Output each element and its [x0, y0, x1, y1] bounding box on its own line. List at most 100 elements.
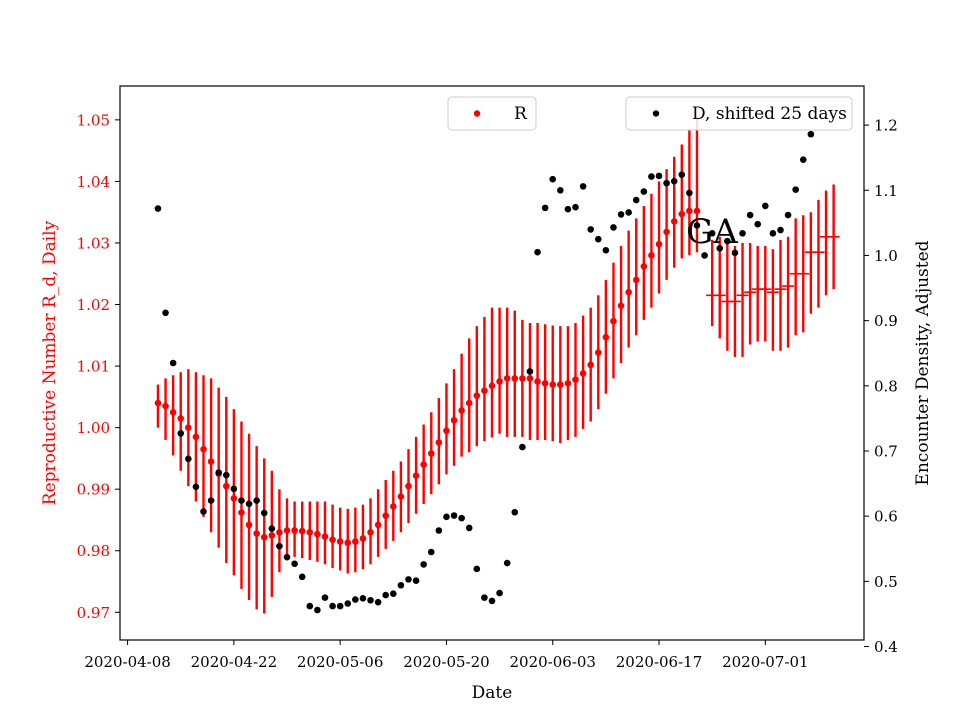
r-point — [579, 370, 587, 377]
r-point — [412, 472, 420, 479]
y-right-tick-label: 0.8 — [874, 377, 898, 395]
x-axis-label: Date — [472, 683, 513, 703]
d-point — [192, 483, 200, 491]
r-point — [283, 527, 291, 534]
y-right-tick-label: 0.4 — [874, 638, 898, 656]
d-point — [427, 548, 435, 556]
d-point — [412, 577, 420, 584]
r-point — [306, 528, 314, 536]
r-point — [496, 378, 503, 385]
r-point — [427, 450, 435, 457]
x-tick-label: 2020-04-22 — [191, 653, 277, 671]
d-point — [352, 596, 359, 603]
d-point — [481, 594, 488, 601]
d-point — [724, 237, 731, 245]
r-point — [405, 482, 412, 490]
d-point — [587, 226, 594, 233]
r-point — [587, 361, 594, 369]
r-point — [344, 539, 352, 547]
r-point — [291, 527, 298, 534]
d-point — [397, 581, 405, 589]
d-point — [450, 512, 458, 519]
d-point — [746, 211, 754, 219]
r-point — [648, 251, 655, 259]
chart-annotation: GA — [686, 212, 738, 252]
d-point — [678, 171, 686, 178]
r-point — [655, 240, 663, 248]
legend-r-label: R — [514, 104, 528, 124]
y-left-tick-label: 1.04 — [77, 173, 110, 191]
d-point — [526, 368, 534, 375]
r-point — [336, 538, 344, 545]
d-point — [435, 527, 443, 534]
d-point — [276, 542, 283, 550]
legend-r: R — [447, 96, 537, 131]
d-point — [298, 573, 306, 581]
r-point — [314, 530, 321, 538]
x-tick-label: 2020-05-20 — [403, 653, 489, 671]
d-point — [314, 606, 321, 614]
d-point — [367, 596, 374, 604]
y-left-tick-label: 0.98 — [77, 542, 110, 560]
y-right-tick-label: 0.7 — [874, 442, 898, 460]
d-point — [283, 553, 291, 561]
r-point — [625, 288, 632, 296]
r-point — [549, 381, 557, 388]
d-point — [162, 309, 169, 317]
legend-r-marker — [473, 110, 481, 117]
d-point — [739, 229, 746, 237]
d-point — [488, 597, 496, 605]
x-tick-label: 2020-05-06 — [297, 653, 383, 671]
y-right-tick-label: 1.0 — [874, 247, 898, 265]
d-point — [572, 203, 579, 211]
legend-d-marker — [652, 110, 660, 117]
d-point — [185, 455, 192, 463]
y-left-tick-label: 1.02 — [77, 296, 110, 314]
d-point — [253, 497, 260, 504]
d-point — [640, 188, 648, 195]
d-point — [799, 156, 807, 163]
d-point — [617, 211, 625, 218]
y-right-tick-label: 0.6 — [874, 508, 898, 526]
d-point — [169, 359, 177, 367]
d-point — [222, 471, 230, 479]
d-point — [762, 202, 769, 210]
d-point — [238, 497, 245, 504]
d-point — [177, 430, 185, 437]
r-point — [420, 461, 427, 468]
d-point — [503, 559, 511, 567]
y-left-tick-label: 1.00 — [77, 419, 110, 437]
r-point — [678, 210, 686, 218]
d-point — [496, 589, 503, 597]
d-point — [655, 172, 663, 180]
r-point — [458, 407, 465, 414]
r-point — [352, 538, 359, 545]
r-point — [260, 533, 268, 541]
y-right-tick-label: 0.5 — [874, 573, 898, 591]
d-point — [541, 204, 549, 212]
d-point — [602, 246, 610, 254]
d-point — [519, 443, 526, 451]
r-point — [397, 493, 405, 500]
plot-frame — [119, 85, 865, 641]
y-left-tick-label: 0.99 — [77, 481, 110, 499]
r-point — [185, 424, 192, 431]
r-point — [154, 399, 162, 407]
r-point — [192, 433, 200, 441]
d-point — [268, 525, 276, 532]
y-left-tick-label: 0.97 — [77, 604, 110, 622]
y-left-axis-label: Reproductive Number R_d, Daily — [40, 220, 60, 505]
d-point — [473, 565, 481, 573]
d-point — [154, 205, 162, 212]
d-point — [625, 209, 632, 216]
d-point — [534, 248, 541, 256]
r-point — [557, 381, 564, 388]
d-point — [693, 222, 701, 229]
d-point — [405, 576, 412, 583]
d-point — [784, 211, 792, 219]
r-point — [450, 416, 458, 424]
r-point — [298, 527, 306, 535]
d-point — [792, 186, 799, 193]
data-points — [154, 130, 840, 614]
